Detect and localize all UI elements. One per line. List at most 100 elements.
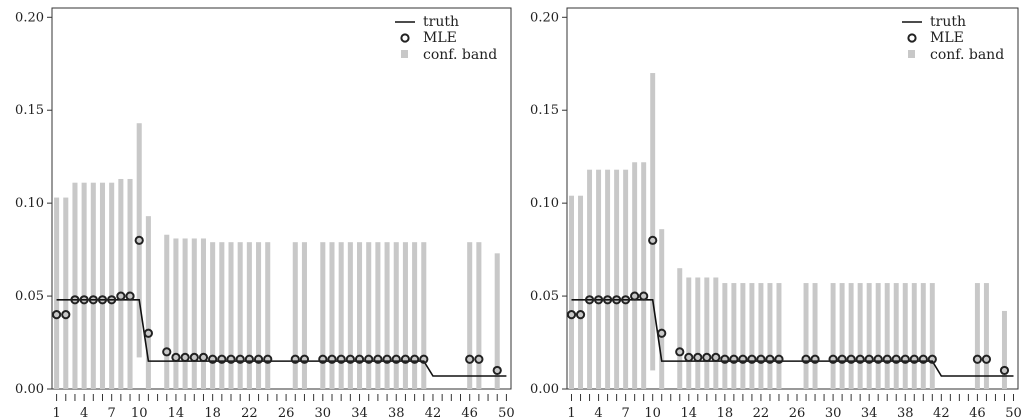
right-xtick-label: 10 [644,406,661,420]
right-mle-point [981,354,992,364]
right-xtick-label: 42 [933,406,950,420]
right-mle-point [927,354,937,364]
right-conf-band-bar [902,283,908,389]
left-mle-point [189,352,199,363]
left-conf-band-bar [292,242,298,389]
right-legend-band-swatch [908,50,915,58]
left-mle-point [88,295,98,305]
left-mle-point [465,354,475,364]
left-xtick-label: 22 [241,406,258,420]
right-conf-band-bar [740,283,746,389]
right-legend-band-label: conf. band [930,47,1004,63]
right-xtick-label: 30 [825,406,842,420]
left-mle-point [299,354,310,364]
left-conf-band-bar [164,234,170,389]
left-conf-band-bar [228,242,234,389]
right-mle-point [621,295,631,305]
right-conf-band-bar [596,169,602,389]
left-xtick-label: 50 [498,406,515,420]
right-xtick-label: 1 [567,406,575,420]
right-conf-band-bar [767,283,773,389]
right-mle-point [702,352,712,363]
right-mle-point [999,365,1010,376]
left-conf-band-bar [301,242,307,389]
right-ytick-label: 0.20 [530,10,559,25]
right-conf-band-bar [974,283,980,389]
left-conf-band-bar [200,238,206,389]
left-conf-band-bar [329,242,335,389]
right-mle-point [630,291,640,301]
left-mle-point [97,295,108,305]
right-mle-point [738,354,748,364]
right-xtick-label: 34 [861,406,878,420]
right-mle-point [639,291,649,301]
left-xtick-label: 42 [425,406,442,420]
left-mle-point [235,354,245,364]
left-mle-point [474,354,484,364]
left-conf-band-bar [90,182,96,389]
left-mle-point [318,354,328,364]
left-conf-band-bar [219,242,225,389]
left-conf-band-bar [476,242,482,389]
left-mle-point [107,295,117,305]
right-mle-point [593,295,604,305]
right-xtick-label: 7 [621,406,629,420]
left-conf-band-bar [375,242,381,389]
right-conf-band-bar [920,283,926,389]
left-conf-band-bar [109,182,115,389]
left-mle-point [419,354,429,364]
right-conf-band-bar [1001,310,1007,389]
left-mle-point [244,354,254,364]
right-ytick-label: 0.10 [530,196,559,211]
left-conf-band-bar [182,238,188,389]
right-conf-band-bar [812,283,818,389]
right-conf-band-bar [713,277,719,389]
right-conf-band-bar [722,283,728,389]
left-conf-band-bar [494,253,500,389]
left-conf-band-bar [81,182,87,389]
left-conf-band-bar [136,123,142,358]
right-conf-band-bar [866,283,872,389]
left-mle-point [116,291,126,301]
left-xtick-label: 18 [204,406,221,420]
right-mle-point [612,295,622,305]
right-xtick-label: 4 [594,406,602,420]
left-conf-band-bar [467,242,473,389]
right-mle-point [810,354,820,364]
left-mle-point [61,310,71,320]
right-mle-point [693,352,703,363]
left-conf-band-bar [412,242,418,389]
right-conf-band-bar [677,268,683,389]
right-xtick-label: 18 [717,406,734,420]
left-legend-band-label: conf. band [423,47,497,63]
right-mle-point [765,354,775,364]
left-mle-point [492,365,502,376]
right-legend-truth-label: truth [930,14,966,30]
left-mle-point [253,354,264,364]
left-mle-point [51,310,62,320]
right-conf-band-bar [641,162,647,389]
left-conf-band-bar [246,242,252,389]
left-mle-point [263,354,273,364]
left-conf-band-bar [256,242,262,389]
left-conf-band-bar [54,197,60,389]
right-mle-point [801,354,811,364]
right-mle-point [837,354,847,364]
right-mle-point [756,354,766,364]
left-conf-band-bar [173,238,179,389]
right-conf-band-bar [623,169,629,389]
left-mle-point [125,291,135,301]
left-ytick-label: 0.05 [15,289,44,304]
right-conf-band-bar [569,195,574,389]
left-mle-point [364,354,374,364]
right-conf-band-bar [839,283,845,389]
right-conf-band-bar [749,283,755,389]
left-xtick-label: 26 [278,406,295,420]
left-conf-band-bar [366,242,372,389]
left-conf-band-bar [63,197,69,389]
chart-panel-right: 0.000.050.100.150.201 4 7 10 14 18 22 26 30 34 38 4… [530,7,1021,420]
left-xtick-label: 34 [351,406,368,420]
right-conf-band-bar [875,283,881,389]
right-mle-point [846,354,856,364]
